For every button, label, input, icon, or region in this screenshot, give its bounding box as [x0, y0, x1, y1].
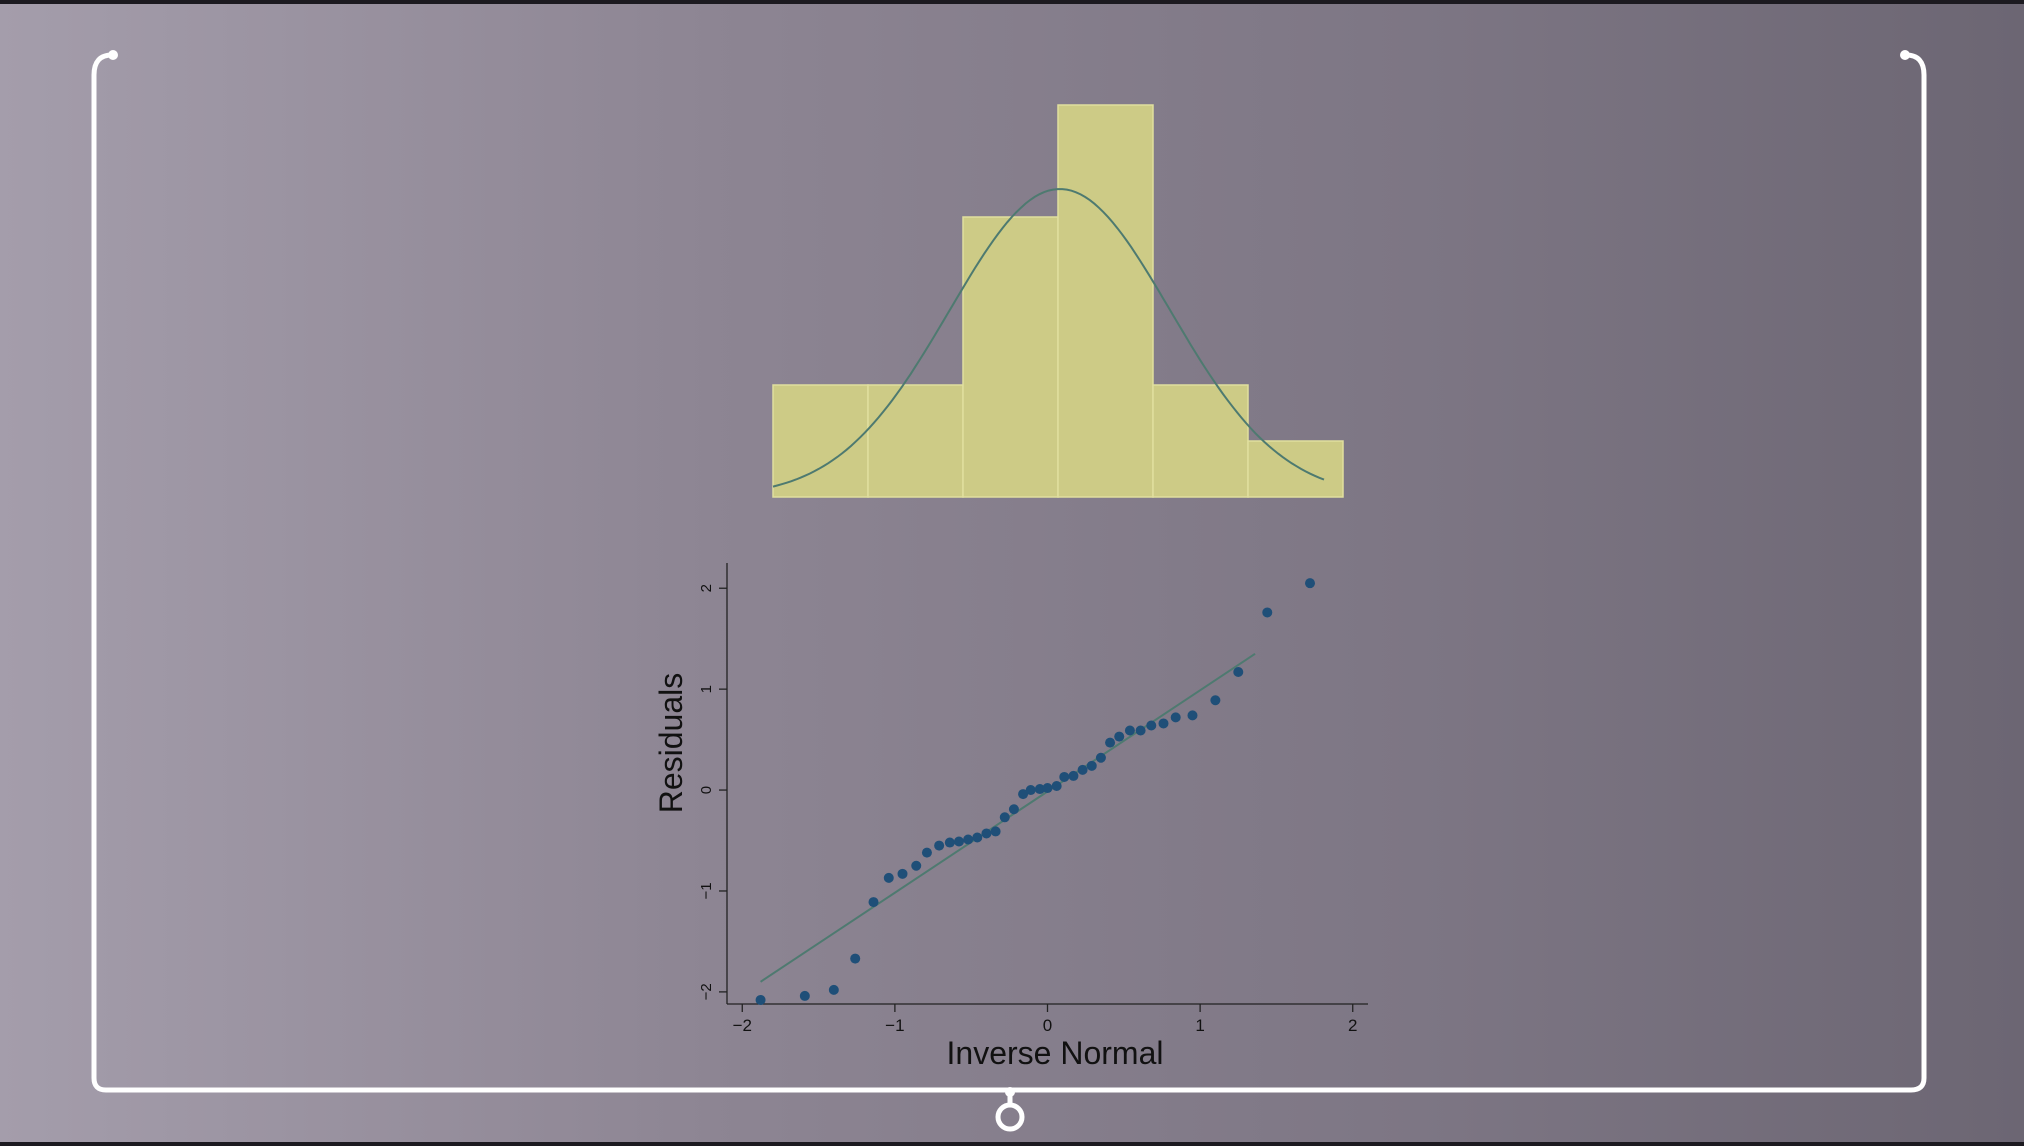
residual-point — [990, 826, 1001, 837]
residual-point — [999, 812, 1010, 823]
residual-point — [1008, 804, 1019, 815]
residual-points — [755, 578, 1316, 1005]
residual-point — [1086, 760, 1097, 771]
residual-point — [972, 832, 983, 843]
histogram-bar — [1057, 104, 1154, 498]
residual-point — [921, 847, 932, 858]
residual-point — [1034, 784, 1045, 795]
x-tick-label: 2 — [1348, 1016, 1357, 1035]
residual-point — [963, 834, 974, 845]
histogram-bars — [772, 104, 1344, 498]
residual-point — [1059, 771, 1070, 782]
residual-point — [911, 860, 922, 871]
bracket-left-knob — [108, 50, 118, 60]
residual-point — [1305, 578, 1316, 589]
bracket-frame — [91, 52, 1927, 1132]
histogram-bar — [1152, 384, 1249, 498]
y-axis-ticks: −2 −1 0 1 2 — [698, 584, 727, 1000]
x-axis-ticks: −2 −1 0 1 2 — [733, 1004, 1357, 1035]
bottom-letterbox-bar — [0, 1142, 2024, 1146]
bracket-stem-knob — [1005, 1087, 1015, 1097]
residual-point — [944, 837, 955, 848]
residual-point — [1124, 725, 1135, 736]
residual-point — [1135, 725, 1146, 736]
residual-point — [799, 990, 810, 1001]
x-tick-label: 1 — [1195, 1016, 1204, 1035]
x-tick-label: −2 — [733, 1016, 752, 1035]
residual-point — [868, 897, 879, 908]
residual-point — [1068, 770, 1079, 781]
residual-point — [850, 953, 861, 964]
x-tick-label: −1 — [885, 1016, 904, 1035]
residual-point — [1210, 695, 1221, 706]
residual-point — [828, 984, 839, 995]
residual-point — [1105, 737, 1116, 748]
residual-point — [1095, 752, 1106, 763]
residual-point — [953, 836, 964, 847]
residual-point — [1018, 789, 1029, 800]
y-tick-label: −2 — [698, 983, 715, 1000]
y-tick-label: −1 — [698, 882, 715, 899]
histogram-bar — [772, 384, 869, 498]
y-tick-label: 2 — [698, 584, 715, 592]
histogram-bar — [867, 384, 964, 498]
residual-point — [755, 994, 766, 1005]
residual-point — [883, 872, 894, 883]
histogram-chart — [772, 104, 1344, 498]
residual-point — [1170, 712, 1181, 723]
residual-point — [1233, 666, 1244, 677]
residual-point — [897, 868, 908, 879]
residual-point — [1042, 783, 1053, 794]
bracket-ring-handle — [995, 1102, 1025, 1132]
y-axis-title: Residuals — [653, 673, 689, 814]
qq-plot-chart: −2 −1 0 1 2 −2 −1 0 1 2 Inverse Normal Residuals — [653, 563, 1368, 1071]
x-axis-title: Inverse Normal — [947, 1035, 1164, 1071]
residual-point — [1187, 710, 1198, 721]
residual-point — [934, 840, 945, 851]
histogram-bar — [1247, 440, 1344, 498]
y-tick-label: 0 — [698, 786, 715, 794]
histogram-bar — [962, 216, 1059, 498]
residual-point — [1146, 720, 1157, 731]
y-tick-label: 1 — [698, 685, 715, 693]
bracket-right-knob — [1900, 50, 1910, 60]
residual-point — [1025, 785, 1036, 796]
residual-point — [1051, 781, 1062, 792]
residual-point — [1077, 764, 1088, 775]
residual-point — [1114, 731, 1125, 742]
top-letterbox-bar — [0, 0, 2024, 4]
normal-density-curve — [772, 188, 1325, 488]
residual-point — [981, 828, 992, 839]
residual-point — [1262, 607, 1273, 618]
bracket-left-arm — [91, 52, 1927, 1093]
residual-point — [1158, 718, 1169, 729]
x-tick-label: 0 — [1043, 1016, 1052, 1035]
